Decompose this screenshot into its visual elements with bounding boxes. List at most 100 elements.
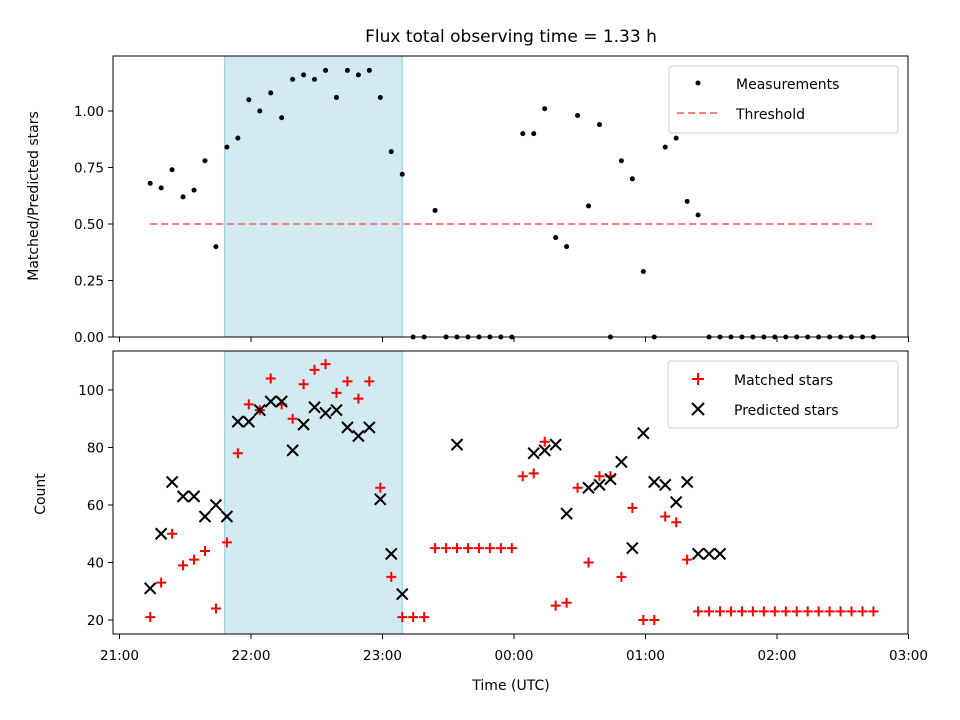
matched-star-point — [813, 606, 824, 617]
matched-star-point — [386, 571, 397, 582]
measurement-point — [147, 180, 153, 186]
matched-star-point — [649, 615, 660, 625]
measurement-point — [246, 97, 252, 103]
predicted-star-stroke-b — [385, 547, 398, 561]
predicted-star-stroke-b — [319, 406, 332, 420]
matched-star-point — [199, 546, 210, 556]
bottom-x-ticks: 21:00 22:00 23:00 00:00 01:00 02:00 03:00 — [100, 634, 928, 664]
matched-star-point — [506, 543, 517, 554]
measurement-point — [673, 135, 679, 141]
matched-star-point — [167, 528, 178, 539]
legend-marker-measurements — [695, 80, 701, 86]
predicted-star-stroke-b — [702, 547, 716, 561]
matched-star-point — [747, 606, 758, 617]
predicted-star-stroke-b — [659, 478, 672, 492]
predicted-star-stroke-b — [680, 475, 694, 489]
top-y-tick-label: 0.75 — [74, 161, 104, 177]
measurement-point — [257, 108, 263, 114]
top-y-tick-label: 1.00 — [74, 104, 104, 120]
predicted-star-stroke-b — [231, 415, 245, 428]
matched-star-point — [441, 543, 452, 554]
predicted-star-point — [198, 510, 212, 523]
measurement-point — [695, 212, 701, 218]
matched-star-point — [452, 543, 463, 554]
matched-star-point — [704, 606, 715, 617]
bottom-y-tick-label: 40 — [87, 556, 104, 572]
matched-star-point — [868, 606, 879, 617]
predicted-star-point — [220, 510, 234, 523]
predicted-star-point — [680, 475, 694, 489]
predicted-star-stroke-b — [143, 582, 157, 595]
measurement-point — [640, 268, 646, 274]
predicted-star-point — [154, 527, 168, 540]
legend-label-predicted-stars: Predicted stars — [734, 403, 839, 419]
x-tick-label: 22:00 — [232, 648, 271, 664]
matched-star-point — [791, 606, 802, 617]
measurement-point — [301, 72, 307, 78]
top-legend-box — [668, 65, 899, 134]
predicted-star-stroke-b — [352, 429, 365, 443]
predicted-star-stroke-b — [176, 490, 190, 503]
predicted-star-stroke-b — [450, 438, 464, 451]
measurement-point — [213, 244, 219, 250]
bottom-y-tick-label: 80 — [87, 441, 104, 457]
predicted-star-stroke-b — [527, 447, 540, 460]
predicted-star-stroke-b — [713, 547, 727, 561]
matched-star-point — [342, 376, 353, 387]
predicted-star-stroke-b — [669, 495, 683, 509]
predicted-star-point — [385, 547, 398, 561]
predicted-star-stroke-b — [187, 490, 201, 503]
matched-star-point — [682, 554, 693, 565]
x-tick-label: 03:00 — [889, 648, 928, 664]
matched-star-point — [671, 517, 682, 528]
measurement-point — [279, 115, 285, 121]
predicted-star-stroke-b — [604, 472, 617, 486]
bottom-y-tick-label: 60 — [87, 498, 104, 514]
predicted-star-point — [538, 444, 551, 457]
legend-marker-matched-stars — [692, 373, 704, 385]
matched-star-point — [473, 543, 484, 554]
top-legend: Measurements Threshold — [668, 65, 899, 134]
predicted-star-stroke-b — [549, 438, 562, 451]
top-y-ticks: 0.00 0.25 0.50 0.75 1.00 — [74, 104, 113, 346]
measurement-point — [520, 131, 526, 137]
predicted-star-point — [615, 455, 628, 469]
predicted-star-stroke-b — [253, 403, 266, 417]
predicted-star-point — [713, 547, 727, 561]
matched-star-point — [353, 393, 364, 404]
matched-star-point — [331, 387, 342, 398]
predicted-star-stroke-b — [198, 510, 212, 523]
predicted-star-stroke-b — [165, 475, 179, 489]
matched-star-point — [780, 606, 791, 617]
measurement-point — [596, 122, 602, 128]
predicted-star-point — [702, 547, 716, 561]
matched-star-point — [484, 543, 495, 554]
measurement-point — [344, 67, 350, 73]
predicted-star-point — [242, 415, 256, 428]
predicted-star-point — [669, 495, 683, 509]
predicted-star-point — [176, 490, 190, 503]
legend-label-threshold: Threshold — [735, 107, 805, 123]
predicted-star-stroke-b — [538, 444, 551, 457]
measurement-point — [290, 76, 296, 82]
legend-label-measurements: Measurements — [736, 77, 839, 93]
matched-star-point — [528, 468, 539, 479]
measurement-point — [432, 207, 438, 213]
predicted-star-point — [352, 429, 365, 443]
measurement-point — [377, 94, 383, 100]
matched-star-point — [298, 379, 309, 390]
predicted-star-stroke-b — [341, 421, 354, 434]
matched-star-point — [725, 606, 736, 617]
matched-star-point — [232, 448, 243, 459]
predicted-star-stroke-b — [242, 415, 256, 428]
predicted-star-point — [363, 421, 376, 434]
matched-star-point — [210, 603, 221, 614]
measurement-point — [323, 67, 329, 73]
predicted-star-stroke-b — [286, 444, 299, 457]
predicted-star-point — [648, 475, 661, 489]
bottom-plot-frame — [112, 350, 909, 635]
measurement-point — [388, 149, 394, 155]
predicted-star-point — [626, 541, 639, 555]
predicted-star-stroke-b — [637, 426, 650, 440]
matched-star-point — [265, 373, 276, 384]
